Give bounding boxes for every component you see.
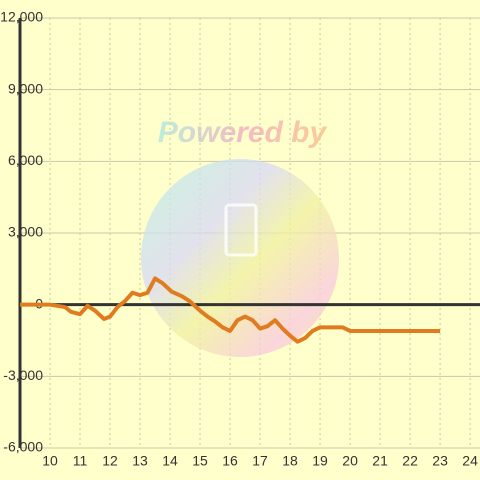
x-tick-label: 11 [73,453,88,469]
x-tick-label: 18 [282,453,298,469]
x-tick-label: 15 [192,453,208,469]
y-tick-label: 9,000 [8,80,43,96]
plot: -6,000-3,00003,0006,0009,00012,000101112… [0,9,480,469]
x-tick-label: 13 [132,453,148,469]
x-tick-label: 23 [432,453,448,469]
x-tick-label: 20 [342,453,358,469]
data-line [20,276,441,344]
watermark-logo [141,159,339,357]
watermark-text: Powered by [158,116,328,149]
x-tick-label: 22 [402,453,418,469]
x-tick-label: 12 [102,453,118,469]
x-tick-label: 10 [42,453,58,469]
x-tick-label: 16 [222,453,238,469]
y-tick-label: 6,000 [8,152,43,168]
y-tick-label: -3,000 [3,367,43,383]
x-tick-label: 19 [312,453,328,469]
y-tick-label: -6,000 [3,439,43,455]
y-tick-label: 12,000 [0,9,43,25]
y-tick-label: 3,000 [8,224,43,240]
x-tick-label: 14 [162,453,178,469]
x-tick-label: 17 [252,453,268,469]
x-tick-label: 21 [372,453,388,469]
x-tick-label: 24 [462,453,478,469]
watermark-icon [224,203,258,257]
